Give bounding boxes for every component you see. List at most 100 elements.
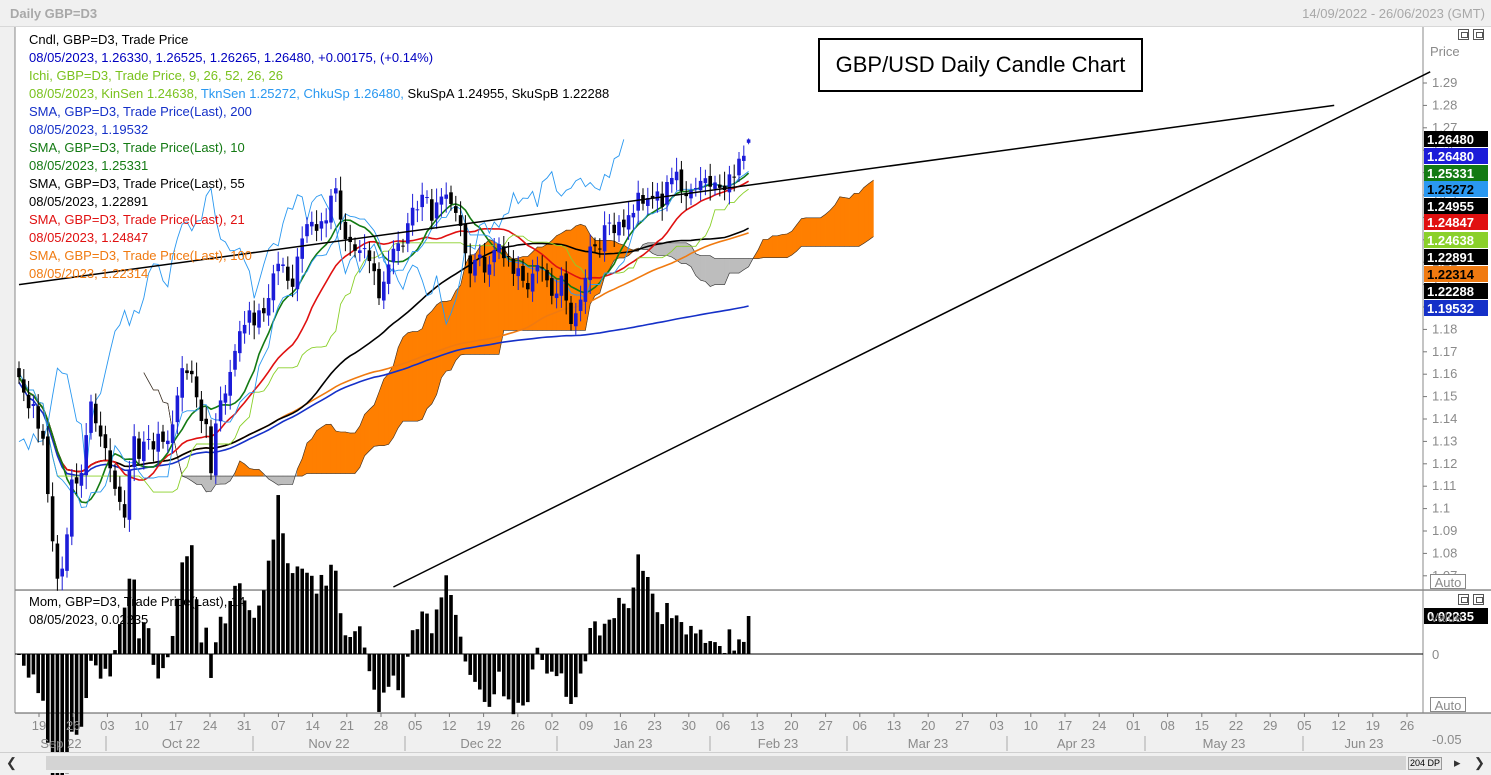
mom-bar <box>396 654 400 691</box>
mom-bar <box>689 625 693 654</box>
cloud-segment <box>661 242 668 256</box>
legend-ichi-date: 08/05/2023, <box>29 86 102 101</box>
mom-bar <box>262 590 266 654</box>
legend-ichi-title: Ichi, GBP=D3, Trade Price, 9, 26, 52, 26… <box>29 68 284 83</box>
pane-restore-button[interactable] <box>1458 29 1469 40</box>
candle <box>506 242 511 267</box>
mom-bar <box>602 623 607 654</box>
trendlines <box>18 71 1431 588</box>
candle <box>46 426 50 503</box>
candle <box>79 464 84 498</box>
candle-body <box>463 223 468 254</box>
candle <box>84 423 88 490</box>
candle <box>430 188 434 230</box>
cloud-segment <box>849 192 855 247</box>
legend-chkusp: ChkuSp 1.26480, <box>303 86 408 101</box>
x-day-label: 27 <box>955 718 969 733</box>
x-day-label: 10 <box>134 718 148 733</box>
candle-body <box>564 273 568 301</box>
horizontal-scrollbar[interactable]: ❮ 204 DP ▸ ❯ <box>0 752 1491 773</box>
cloud-segment <box>369 404 375 452</box>
candle <box>329 188 333 230</box>
candle-body <box>626 215 631 230</box>
candle <box>50 482 55 552</box>
value-badge-label: 1.26480 <box>1427 132 1474 147</box>
scroll-right-arrow-icon[interactable]: ❯ <box>1474 755 1485 770</box>
candle-body <box>314 224 319 231</box>
candle <box>410 193 415 236</box>
value-badge-label: 1.25331 <box>1427 166 1474 181</box>
chikou-span-line <box>18 139 625 474</box>
candle-body <box>175 395 180 423</box>
candle-body <box>180 368 184 398</box>
price-tick-label: 1.13 <box>1432 433 1457 448</box>
legend-sma10-value: 08/05/2023, 1.25331 <box>29 158 149 173</box>
mom-bar <box>694 633 698 654</box>
x-day-label: 09 <box>579 718 593 733</box>
candle <box>22 369 26 402</box>
mom-bar <box>175 598 180 654</box>
candle-body <box>146 438 151 440</box>
mom-bar <box>60 654 64 775</box>
price-axis-label: Price <box>1430 44 1460 59</box>
cloud-segment <box>330 423 337 474</box>
candle-body <box>554 293 559 299</box>
candle-body <box>26 394 31 409</box>
candle <box>185 363 189 380</box>
mom-bar <box>698 629 703 654</box>
cloud-segment <box>810 217 817 247</box>
candle <box>449 185 453 211</box>
candle <box>142 431 146 470</box>
candle <box>526 272 530 298</box>
price-tick-label: 1.16 <box>1432 366 1457 381</box>
x-month-label: Apr 23 <box>1057 736 1095 751</box>
candle <box>454 195 458 222</box>
value-badge <box>1424 266 1488 282</box>
mom-pane-restore-button[interactable] <box>1458 594 1469 605</box>
x-month-label: Mar 23 <box>908 736 948 751</box>
candle <box>607 214 612 236</box>
mom-bar <box>98 654 103 679</box>
scroll-left-arrow-icon[interactable]: ❮ <box>6 755 17 770</box>
candle-body <box>65 534 69 571</box>
mom-bar <box>233 585 237 654</box>
candle-body <box>89 401 93 433</box>
mom-bar <box>36 654 40 694</box>
legend-sma55-title: SMA, GBP=D3, Trade Price(Last), 55 <box>29 176 245 191</box>
mom-bar <box>46 654 50 743</box>
x-day-label: 23 <box>647 718 661 733</box>
momentum-histogram <box>15 495 1423 775</box>
candle <box>310 211 314 235</box>
mom-auto-button[interactable]: Auto <box>1430 697 1466 713</box>
candle-body <box>458 215 463 226</box>
mom-bar <box>113 650 117 654</box>
price-tick-label: 1.12 <box>1432 456 1457 471</box>
candle <box>458 201 463 237</box>
cloud-segment <box>277 475 284 486</box>
price-auto-button[interactable]: Auto <box>1430 574 1466 590</box>
candle <box>530 259 535 302</box>
candle <box>122 490 127 528</box>
candle <box>694 177 698 197</box>
x-month-label: Oct 22 <box>162 736 200 751</box>
mom-bar <box>679 622 684 654</box>
candle-body <box>161 431 165 442</box>
mom-bar <box>449 595 453 654</box>
candle <box>132 424 136 482</box>
candle-body <box>50 496 55 542</box>
candle-body <box>396 243 400 251</box>
candle <box>276 251 280 286</box>
candle-body <box>391 248 396 263</box>
mom-pane-maximize-button[interactable] <box>1473 594 1484 605</box>
candle-body <box>60 568 64 577</box>
scroll-right-small-arrow-icon[interactable]: ▸ <box>1454 755 1461 770</box>
pane-maximize-button[interactable] <box>1473 29 1484 40</box>
mom-bar <box>329 564 333 654</box>
candle-body <box>449 192 453 204</box>
mom-bar <box>84 654 88 699</box>
scroll-thumb[interactable] <box>46 756 1406 770</box>
candle <box>478 244 482 267</box>
mom-bar <box>578 654 583 674</box>
mom-bar <box>703 642 708 654</box>
